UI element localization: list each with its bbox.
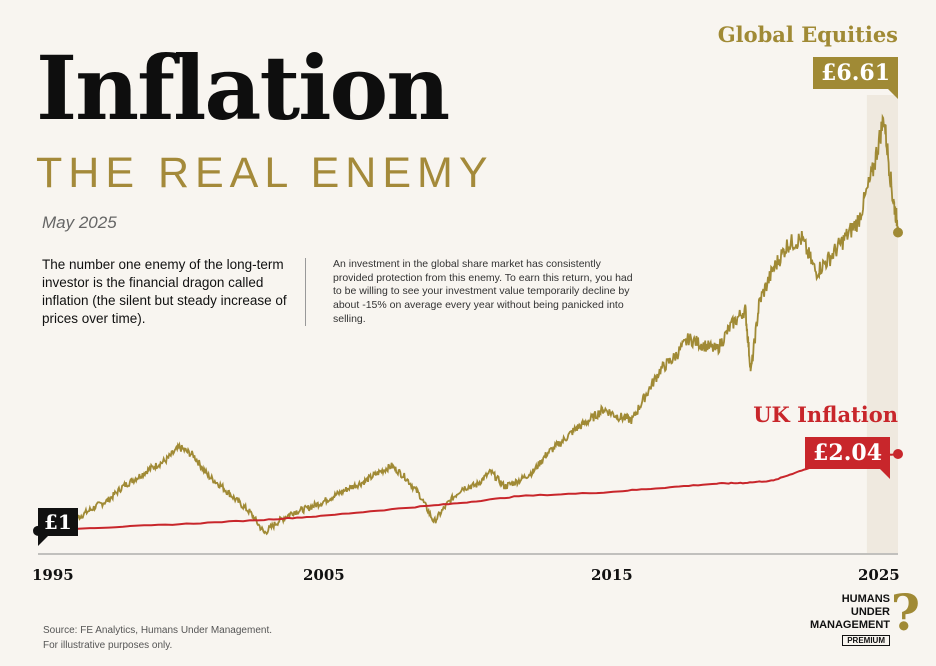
legend-uk-inflation: UK Inflation xyxy=(753,402,898,427)
x-tick-label-2005: 2005 xyxy=(303,566,345,584)
series-line-uk-inflation xyxy=(37,453,899,532)
global-equities-value-badge: £6.61 xyxy=(813,57,898,99)
premium-badge: PREMIUM xyxy=(842,634,890,647)
x-tick-label-2015: 2015 xyxy=(591,566,633,584)
intro-text: The number one enemy of the long-term in… xyxy=(42,257,287,326)
page-title: Inflation xyxy=(36,36,450,140)
x-tick-label-2025: 2025 xyxy=(858,566,900,584)
source-line: Source: FE Analytics, Humans Under Manag… xyxy=(43,625,272,636)
text-divider xyxy=(305,258,306,326)
source-note: Source: FE Analytics, Humans Under Manag… xyxy=(43,624,272,653)
start-value-badge: £1 xyxy=(38,508,78,546)
publish-date: May 2025 xyxy=(42,213,117,232)
disclaimer-line: For illustrative purposes only. xyxy=(43,639,173,651)
logo-line-1: HUMANS xyxy=(841,593,890,605)
question-mark-icon: ? xyxy=(890,583,920,642)
legend-global-equities: Global Equities xyxy=(717,22,898,47)
x-tick-label-1995: 1995 xyxy=(32,566,74,584)
series-line-global-equities xyxy=(37,113,899,536)
page-subtitle: THE REAL ENEMY xyxy=(36,149,494,197)
uk-inflation-end-marker xyxy=(893,449,903,460)
logo-line-3: MANAGEMENT xyxy=(809,619,890,632)
logo-line-2: UNDER xyxy=(850,606,890,619)
uk-inflation-value-badge: £2.04 xyxy=(805,437,890,479)
global-equities-end-marker xyxy=(893,227,903,238)
description-text: An investment in the global share market… xyxy=(333,258,633,325)
brand-logo: HUMANS UNDER MANAGEMENT PREMIUM xyxy=(810,593,890,647)
